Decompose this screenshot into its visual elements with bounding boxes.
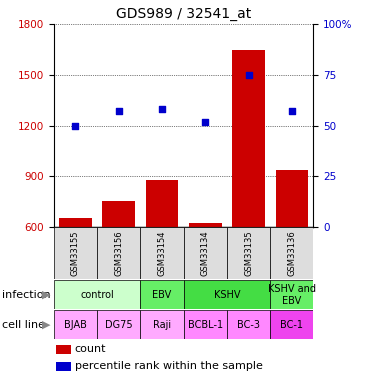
Bar bbox=[227, 227, 270, 279]
Bar bbox=[184, 280, 270, 309]
Bar bbox=[184, 310, 227, 339]
Text: KSHV: KSHV bbox=[214, 290, 240, 300]
Text: BCBL-1: BCBL-1 bbox=[188, 320, 223, 330]
Text: GSM33136: GSM33136 bbox=[288, 230, 296, 276]
Text: GSM33134: GSM33134 bbox=[201, 230, 210, 276]
Text: KSHV and
EBV: KSHV and EBV bbox=[268, 284, 316, 306]
Text: BC-3: BC-3 bbox=[237, 320, 260, 330]
Bar bbox=[102, 201, 135, 227]
Bar bbox=[54, 310, 97, 339]
Text: BC-1: BC-1 bbox=[280, 320, 303, 330]
Bar bbox=[189, 223, 221, 227]
Text: BJAB: BJAB bbox=[64, 320, 87, 330]
Point bbox=[116, 108, 122, 114]
Point bbox=[202, 118, 208, 124]
Text: GSM33154: GSM33154 bbox=[158, 230, 167, 276]
Point bbox=[246, 72, 252, 78]
Text: EBV: EBV bbox=[152, 290, 172, 300]
Text: infection: infection bbox=[2, 290, 50, 300]
Text: ▶: ▶ bbox=[42, 320, 50, 330]
Bar bbox=[97, 310, 140, 339]
Text: ▶: ▶ bbox=[42, 290, 50, 300]
Point bbox=[159, 106, 165, 112]
Bar bbox=[59, 218, 92, 227]
Point bbox=[72, 123, 78, 129]
Bar bbox=[232, 50, 265, 227]
Bar bbox=[54, 227, 97, 279]
Bar bbox=[146, 180, 178, 227]
Bar bbox=[270, 280, 313, 309]
Bar bbox=[97, 227, 140, 279]
Text: control: control bbox=[80, 290, 114, 300]
Point bbox=[289, 108, 295, 114]
Text: count: count bbox=[75, 344, 106, 354]
Bar bbox=[270, 310, 313, 339]
Bar bbox=[276, 170, 308, 227]
Bar bbox=[56, 362, 70, 371]
Title: GDS989 / 32541_at: GDS989 / 32541_at bbox=[116, 7, 251, 21]
Bar bbox=[140, 227, 184, 279]
Bar bbox=[227, 310, 270, 339]
Text: Raji: Raji bbox=[153, 320, 171, 330]
Text: GSM33155: GSM33155 bbox=[71, 230, 80, 276]
Bar bbox=[56, 345, 70, 354]
Bar bbox=[140, 310, 184, 339]
Text: GSM33135: GSM33135 bbox=[244, 230, 253, 276]
Bar bbox=[54, 280, 140, 309]
Text: cell line: cell line bbox=[2, 320, 45, 330]
Bar bbox=[184, 227, 227, 279]
Text: GSM33156: GSM33156 bbox=[114, 230, 123, 276]
Bar bbox=[140, 280, 184, 309]
Text: DG75: DG75 bbox=[105, 320, 132, 330]
Text: percentile rank within the sample: percentile rank within the sample bbox=[75, 361, 262, 371]
Bar bbox=[270, 227, 313, 279]
